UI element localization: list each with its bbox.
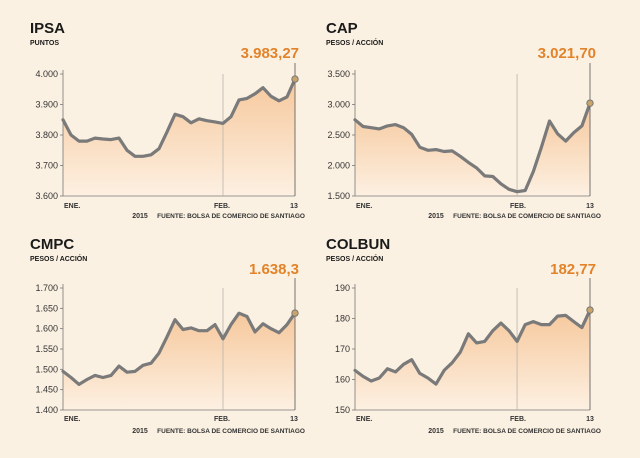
y-tick-label: 4.000 — [35, 69, 58, 79]
y-tick-label: 190 — [335, 283, 350, 293]
x-label-end: 13 — [586, 203, 594, 210]
series-line — [353, 101, 592, 194]
year-label: 2015 — [428, 213, 444, 220]
y-tick-label: 170 — [335, 344, 350, 354]
chart-title: COLBUN — [326, 236, 390, 253]
y-tick-label: 2.500 — [327, 130, 350, 140]
last-value-label: 1.638,3 — [249, 261, 299, 278]
y-tick-label: 1.450 — [35, 385, 58, 395]
chart-subtitle: PESOS / ACCIÓN — [326, 254, 383, 263]
x-label-start: ENE. — [64, 203, 80, 210]
chart-panel-ipsa: IPSA PUNTOS 3.983,27 ENE. FEB. 13 2015 F… — [30, 20, 305, 220]
chart-subtitle: PUNTOS — [30, 40, 59, 47]
y-tick-label: 3.700 — [35, 161, 58, 171]
series-area — [63, 79, 295, 196]
source-note: FUENTE: BOLSA DE COMERCIO DE SANTIAGO — [157, 213, 305, 220]
last-value-label: 3.021,70 — [538, 45, 596, 62]
y-tick-label: 3.600 — [35, 191, 58, 201]
last-value-point — [291, 75, 299, 83]
x-label-feb: FEB. — [214, 416, 230, 423]
y-tick-label: 160 — [335, 375, 350, 385]
chart-title: CMPC — [30, 236, 74, 253]
year-label: 2015 — [428, 428, 444, 435]
x-label-start: ENE. — [356, 203, 372, 210]
y-tick-label: 1.550 — [35, 344, 58, 354]
series-line — [353, 308, 592, 386]
y-tick-label: 1.650 — [35, 303, 58, 313]
x-label-start: ENE. — [356, 416, 372, 423]
y-tick-label: 3.900 — [35, 100, 58, 110]
chart-subtitle: PESOS / ACCIÓN — [30, 254, 87, 263]
series-line — [61, 311, 297, 386]
source-note: FUENTE: BOLSA DE COMERCIO DE SANTIAGO — [157, 428, 305, 435]
series-area — [355, 103, 590, 196]
chart-panel-cap: CAP PESOS / ACCIÓN 3.021,70 ENE. FEB. 13… — [326, 20, 601, 220]
series-area — [63, 313, 295, 410]
last-value-point — [586, 306, 594, 314]
chart-title: IPSA — [30, 20, 65, 37]
y-tick-label: 1.500 — [35, 364, 58, 374]
last-value-point — [586, 99, 594, 107]
chart-panel-cmpc: CMPC PESOS / ACCIÓN 1.638,3 ENE. FEB. 13… — [30, 236, 305, 435]
y-tick-label: 1.400 — [35, 405, 58, 415]
source-note: FUENTE: BOLSA DE COMERCIO DE SANTIAGO — [453, 213, 601, 220]
x-label-end: 13 — [290, 203, 298, 210]
last-value-label: 3.983,27 — [241, 45, 299, 62]
y-tick-label: 2.000 — [327, 161, 350, 171]
last-value-point — [291, 309, 299, 317]
source-note: FUENTE: BOLSA DE COMERCIO DE SANTIAGO — [453, 428, 601, 435]
chart-panel-colbun: COLBUN PESOS / ACCIÓN 182,77 ENE. FEB. 1… — [326, 236, 601, 435]
y-tick-label: 1.700 — [35, 283, 58, 293]
last-value-label: 182,77 — [550, 261, 596, 278]
x-label-feb: FEB. — [214, 203, 230, 210]
x-label-feb: FEB. — [510, 203, 526, 210]
y-tick-label: 150 — [335, 405, 350, 415]
x-label-start: ENE. — [64, 416, 80, 423]
y-tick-label: 1.600 — [35, 324, 58, 334]
y-tick-label: 3.800 — [35, 130, 58, 140]
y-tick-label: 3.000 — [327, 100, 350, 110]
y-tick-label: 1.500 — [327, 191, 350, 201]
series-area — [355, 310, 590, 410]
x-label-end: 13 — [586, 416, 594, 423]
year-label: 2015 — [132, 213, 148, 220]
x-label-feb: FEB. — [510, 416, 526, 423]
chart-title: CAP — [326, 20, 358, 37]
year-label: 2015 — [132, 428, 148, 435]
y-tick-label: 3.500 — [327, 69, 350, 79]
y-tick-label: 180 — [335, 314, 350, 324]
x-label-end: 13 — [290, 416, 298, 423]
chart-subtitle: PESOS / ACCIÓN — [326, 38, 383, 47]
series-line — [61, 77, 297, 158]
